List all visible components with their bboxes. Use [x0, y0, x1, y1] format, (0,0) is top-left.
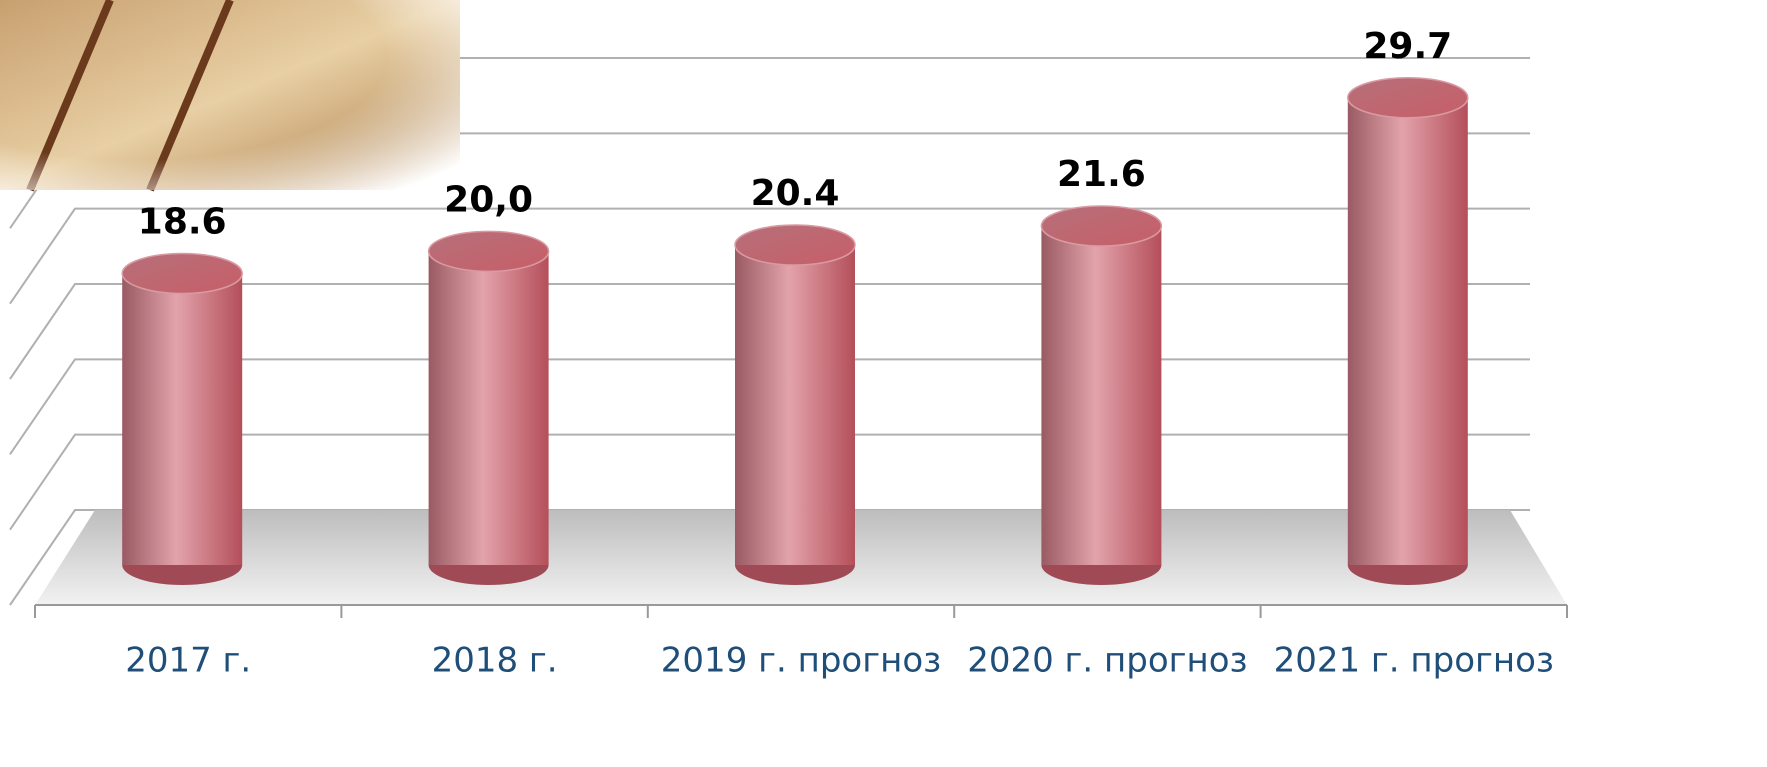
x-tick-label: 2021 г. прогноз: [1274, 641, 1554, 681]
x-tick-label: 2017 г.: [125, 641, 251, 681]
x-tick-label: 2019 г. прогноз: [661, 641, 941, 681]
bars: [121, 77, 1469, 585]
value-label: 20.4: [751, 173, 840, 214]
bar: [122, 273, 243, 565]
photo: [0, 0, 460, 192]
bar-top: [1347, 77, 1469, 119]
value-label: 18.6: [138, 202, 227, 243]
x-tick-label: 2018 г.: [432, 641, 558, 681]
bar: [1041, 226, 1162, 565]
bar: [735, 245, 855, 565]
value-label: 20,0: [444, 179, 533, 220]
bar-top: [121, 252, 243, 295]
value-label: 29.7: [1363, 26, 1452, 67]
value-label: 21.6: [1057, 154, 1146, 195]
bar-top: [1040, 205, 1163, 247]
bar-top: [427, 230, 550, 273]
bar: [1347, 97, 1468, 565]
x-tick-label: 2020 г. прогноз: [967, 641, 1247, 681]
grid-line: [9, 207, 1530, 305]
bar: [428, 251, 549, 566]
bar-top: [734, 224, 856, 266]
